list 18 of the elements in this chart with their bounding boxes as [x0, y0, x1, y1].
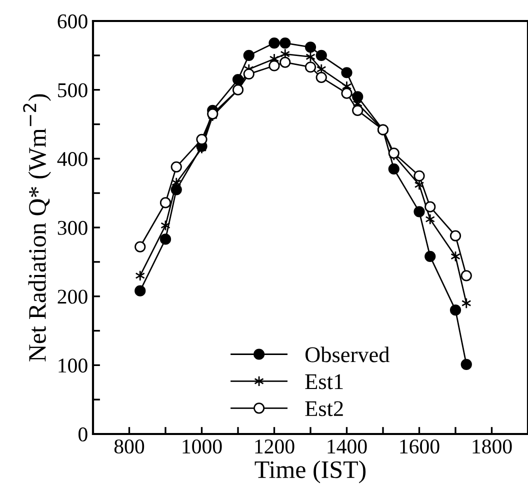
- x-tick-label: 800: [114, 439, 144, 454]
- x-tick-label: 1200: [255, 439, 294, 454]
- y-tick-label: 200: [58, 290, 88, 304]
- y-tick-label: 100: [58, 358, 88, 373]
- x-tick-label: 1600: [400, 439, 440, 454]
- x-tick-label: 1000: [182, 439, 222, 454]
- y-tick-label: 400: [57, 152, 88, 166]
- y-tick-label: 600: [58, 14, 88, 28]
- legend-label: Est2: [305, 401, 343, 416]
- y-tick-label: 500: [58, 83, 88, 98]
- x-tick-label: 1400: [328, 439, 367, 454]
- y-tick-label: 300: [58, 220, 88, 235]
- x-tick-label: 1800: [472, 439, 512, 454]
- legend-label: Observed: [306, 346, 390, 362]
- y-axis-title: Net Radiation Q* (Wm$^{−2}$): [23, 94, 51, 362]
- legend-label: Est1: [305, 374, 343, 390]
- y-tick-label: 0: [78, 427, 88, 442]
- x-axis-title: Time (IST): [254, 460, 366, 484]
